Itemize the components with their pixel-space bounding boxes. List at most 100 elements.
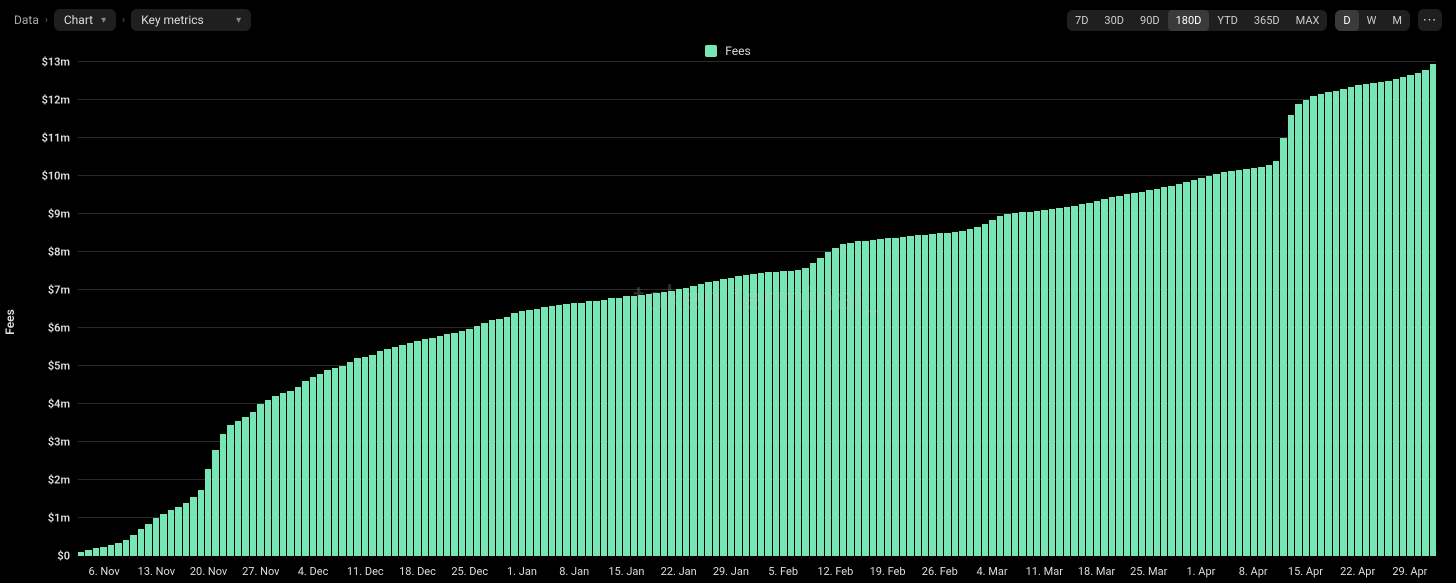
bar[interactable] xyxy=(1191,180,1197,556)
bar[interactable] xyxy=(1340,89,1346,556)
bar[interactable] xyxy=(175,507,181,556)
bar[interactable] xyxy=(661,292,667,556)
bar[interactable] xyxy=(1355,85,1361,556)
bar[interactable] xyxy=(974,227,980,556)
bar[interactable] xyxy=(780,271,786,556)
chart-type-select[interactable]: Chart ▾ xyxy=(54,9,116,31)
bar[interactable] xyxy=(399,345,405,556)
bar[interactable] xyxy=(183,503,189,556)
bar[interactable] xyxy=(324,370,330,556)
bar[interactable] xyxy=(758,273,764,556)
bar[interactable] xyxy=(190,497,196,556)
bar[interactable] xyxy=(982,224,988,557)
bar[interactable] xyxy=(705,282,711,556)
bar[interactable] xyxy=(1348,87,1354,556)
bar[interactable] xyxy=(1273,161,1279,556)
bar[interactable] xyxy=(85,550,91,556)
bar[interactable] xyxy=(1131,193,1137,556)
bar[interactable] xyxy=(392,347,398,556)
bar[interactable] xyxy=(1116,196,1122,556)
bar[interactable] xyxy=(653,293,659,556)
bar[interactable] xyxy=(929,234,935,556)
bar[interactable] xyxy=(1064,207,1070,556)
bar[interactable] xyxy=(1154,189,1160,556)
bar[interactable] xyxy=(534,309,540,556)
bar[interactable] xyxy=(1400,77,1406,556)
bar[interactable] xyxy=(825,252,831,556)
bar[interactable] xyxy=(810,263,816,556)
bar[interactable] xyxy=(750,274,756,556)
bar[interactable] xyxy=(354,358,360,556)
bar[interactable] xyxy=(631,296,637,556)
bar[interactable] xyxy=(504,317,510,556)
bar[interactable] xyxy=(1213,174,1219,556)
bar[interactable] xyxy=(720,279,726,556)
bar[interactable] xyxy=(481,323,487,556)
bar[interactable] xyxy=(489,320,495,556)
bar[interactable] xyxy=(339,366,345,556)
bar[interactable] xyxy=(1139,192,1145,556)
bar[interactable] xyxy=(1012,213,1018,556)
bar[interactable] xyxy=(123,540,129,556)
bar[interactable] xyxy=(108,545,114,556)
bar[interactable] xyxy=(608,298,614,556)
bar[interactable] xyxy=(265,400,271,556)
bar[interactable] xyxy=(728,278,734,556)
granularity-w[interactable]: W xyxy=(1359,10,1385,31)
bar[interactable] xyxy=(870,240,876,556)
bar[interactable] xyxy=(847,243,853,557)
bar[interactable] xyxy=(855,241,861,556)
bar[interactable] xyxy=(817,258,823,556)
bar[interactable] xyxy=(526,310,532,556)
bar[interactable] xyxy=(145,524,151,556)
bar[interactable] xyxy=(295,387,301,556)
bar[interactable] xyxy=(451,333,457,556)
bar[interactable] xyxy=(138,529,144,556)
range-180d[interactable]: 180D xyxy=(1168,10,1210,31)
bar[interactable] xyxy=(601,300,607,557)
bar[interactable] xyxy=(347,362,353,556)
more-button[interactable]: ⋯ xyxy=(1418,9,1442,31)
bar[interactable] xyxy=(1221,172,1227,556)
bar[interactable] xyxy=(937,233,943,556)
bar[interactable] xyxy=(795,270,801,556)
bar[interactable] xyxy=(967,229,973,556)
bar[interactable] xyxy=(900,237,906,556)
bar[interactable] xyxy=(1280,138,1286,556)
bar[interactable] xyxy=(1333,91,1339,557)
bar[interactable] xyxy=(1109,197,1115,556)
bar[interactable] xyxy=(1407,75,1413,556)
bar[interactable] xyxy=(272,396,278,556)
bar[interactable] xyxy=(1266,165,1272,556)
bar[interactable] xyxy=(1004,214,1010,556)
bar[interactable] xyxy=(429,338,435,557)
range-30d[interactable]: 30D xyxy=(1096,10,1132,31)
bar[interactable] xyxy=(1034,211,1040,556)
metric-select[interactable]: Key metrics ▾ xyxy=(131,9,251,31)
bar[interactable] xyxy=(160,514,166,556)
bar[interactable] xyxy=(459,331,465,556)
bar[interactable] xyxy=(100,547,106,557)
bar[interactable] xyxy=(915,235,921,556)
bar[interactable] xyxy=(519,311,525,556)
bar[interactable] xyxy=(885,238,891,556)
bar[interactable] xyxy=(989,220,995,556)
bar[interactable] xyxy=(1295,104,1301,556)
bar[interactable] xyxy=(922,235,928,556)
range-7d[interactable]: 7D xyxy=(1067,10,1096,31)
bar[interactable] xyxy=(444,334,450,556)
bar[interactable] xyxy=(93,548,99,556)
bar[interactable] xyxy=(1363,84,1369,556)
bar[interactable] xyxy=(1206,176,1212,556)
bar[interactable] xyxy=(1415,73,1421,556)
bar[interactable] xyxy=(242,417,248,556)
bar[interactable] xyxy=(840,244,846,556)
bar[interactable] xyxy=(593,301,599,556)
bar[interactable] xyxy=(1393,79,1399,556)
bar[interactable] xyxy=(1228,171,1234,556)
bar[interactable] xyxy=(1385,81,1391,556)
bar[interactable] xyxy=(235,421,241,556)
bar[interactable] xyxy=(952,232,958,556)
bar[interactable] xyxy=(773,272,779,556)
bar[interactable] xyxy=(616,298,622,556)
